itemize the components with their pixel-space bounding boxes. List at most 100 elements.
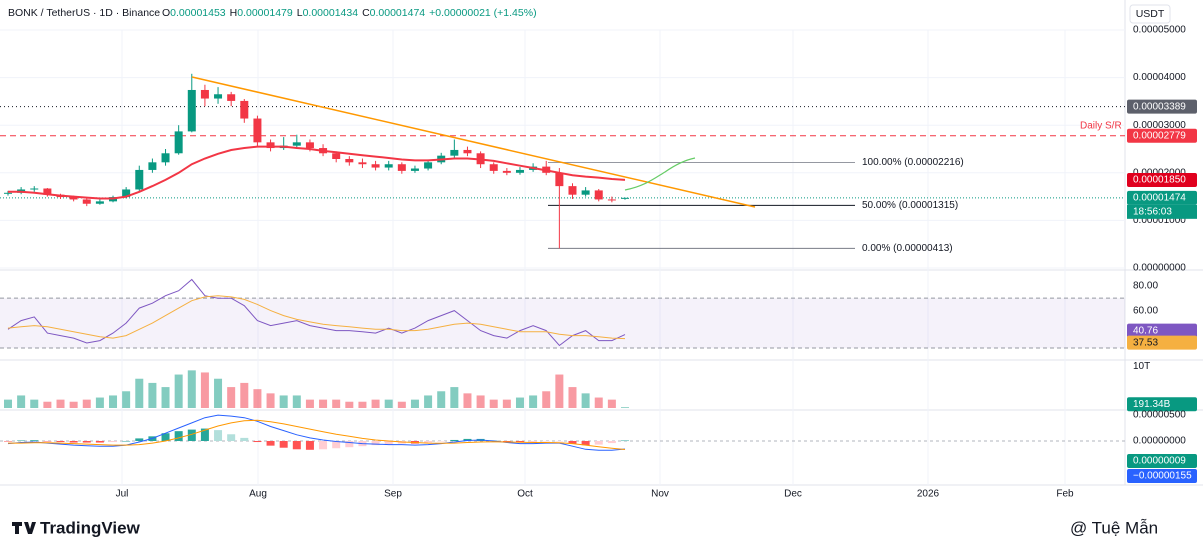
y-tick-label: 0.00005000: [1133, 25, 1186, 36]
histogram-bar: [607, 440, 616, 444]
watermark: @ Tuệ Mẫn: [1070, 518, 1158, 537]
volume-bar: [305, 399, 314, 408]
candle-body: [305, 142, 314, 149]
candle-body: [607, 199, 616, 201]
histogram-bar: [319, 440, 328, 450]
trend-line: [191, 76, 756, 208]
logo: TradingView: [40, 518, 141, 537]
volume-bar: [332, 399, 341, 408]
currency[interactable]: USDT: [1136, 8, 1165, 20]
price-tag-label: 0.00001474: [1133, 192, 1186, 203]
histogram-bar: [502, 440, 511, 442]
histogram-bar: [332, 440, 341, 449]
candle-body: [200, 89, 209, 99]
histogram-bar: [279, 440, 288, 448]
histogram-bar: [305, 440, 314, 450]
histogram-bar: [43, 440, 52, 442]
candle-body: [161, 153, 170, 163]
volume-bar: [82, 399, 91, 408]
fib-label: 0.00% (0.00000413): [862, 243, 953, 254]
histogram-bar: [161, 433, 170, 441]
histogram-bar: [266, 440, 275, 446]
volume-bar: [109, 395, 118, 408]
volume-bar: [542, 391, 551, 408]
y-tick-label: 0.00000000: [1133, 436, 1186, 447]
candle-body: [424, 162, 433, 169]
candle-body: [489, 164, 498, 171]
layer: Jul Aug Sep Oct Nov Dec 2026 Feb 0.00005000 0.000…: [0, 0, 1203, 500]
volume-bar: [266, 393, 275, 408]
candle-body: [371, 164, 380, 168]
volume-bar: [187, 370, 196, 408]
price-tag-label: 0.00002779: [1133, 130, 1186, 141]
volume-bar: [56, 399, 65, 408]
volume-bar: [568, 387, 577, 408]
price-tag: [1127, 335, 1197, 350]
volume-bar: [161, 387, 170, 408]
histogram-bar: [227, 434, 236, 441]
rsi-line: [7, 295, 626, 340]
y-tick-label: 0.00003000: [1133, 120, 1186, 131]
candle-body: [581, 190, 590, 195]
price-tag: [1127, 190, 1197, 205]
projection: [624, 157, 696, 191]
histogram-bar: [292, 440, 301, 450]
candle-body: [594, 190, 603, 200]
ohlc-value: 0.00001453: [170, 7, 226, 19]
volume-bar: [581, 393, 590, 408]
histogram-bar: [214, 430, 223, 441]
x-tick-label: Aug: [249, 489, 267, 500]
volume-bar: [292, 395, 301, 408]
logo-mark: [12, 522, 36, 534]
histogram-bar: [437, 440, 446, 442]
histogram-bar: [594, 440, 603, 445]
candle-body: [332, 153, 341, 159]
candle-body: [253, 118, 262, 143]
histogram-bar: [17, 440, 26, 441]
candle-body: [555, 172, 564, 187]
fib-label: 100.00% (0.00002216): [862, 157, 964, 168]
volume-bar: [463, 393, 472, 408]
histogram-bar: [581, 440, 590, 446]
price-tag-label: 0.00000009: [1133, 456, 1186, 467]
volume-bar: [489, 399, 498, 408]
histogram-bar: [82, 440, 91, 443]
symbol: BONK / TetherUS · 1D · Binance: [8, 7, 160, 19]
volume-bar: [214, 378, 223, 408]
ohlc-value: 0.00001434: [303, 7, 359, 19]
volume-bar: [450, 387, 459, 408]
volume-bar: [476, 395, 485, 408]
price-tag: [1127, 397, 1197, 412]
volume-bar: [437, 391, 446, 408]
volume-bar: [621, 407, 629, 408]
histogram-bar: [69, 440, 78, 443]
candle-body: [266, 142, 275, 149]
price-tag-label: 0.00001850: [1133, 175, 1186, 186]
rsi-line: [7, 278, 626, 347]
candle-body: [82, 199, 91, 204]
candle-body: [384, 164, 393, 168]
volume-bar: [227, 387, 236, 408]
histogram-bar: [424, 440, 433, 443]
candle-body: [4, 192, 12, 194]
currency-box[interactable]: [1129, 4, 1171, 24]
candle-body: [450, 149, 459, 156]
x-tick-label: Feb: [1056, 489, 1074, 500]
price-tag: [1127, 172, 1197, 187]
candle-body: [568, 186, 577, 195]
candle-body: [43, 188, 52, 195]
signal-line: [8, 419, 626, 450]
histogram-bar: [515, 440, 524, 443]
rsi-band: [0, 298, 1125, 349]
x-tick-label: 2026: [917, 489, 940, 500]
histogram-bar: [56, 440, 65, 443]
candle-body: [214, 94, 223, 99]
price-tag-label: 40.76: [1133, 325, 1158, 336]
histogram-bar: [384, 440, 393, 445]
candle-body: [187, 89, 196, 132]
candle-body: [240, 100, 249, 119]
histogram-bar: [621, 440, 629, 442]
volume-bar: [253, 389, 262, 408]
histogram-bar: [371, 440, 380, 446]
